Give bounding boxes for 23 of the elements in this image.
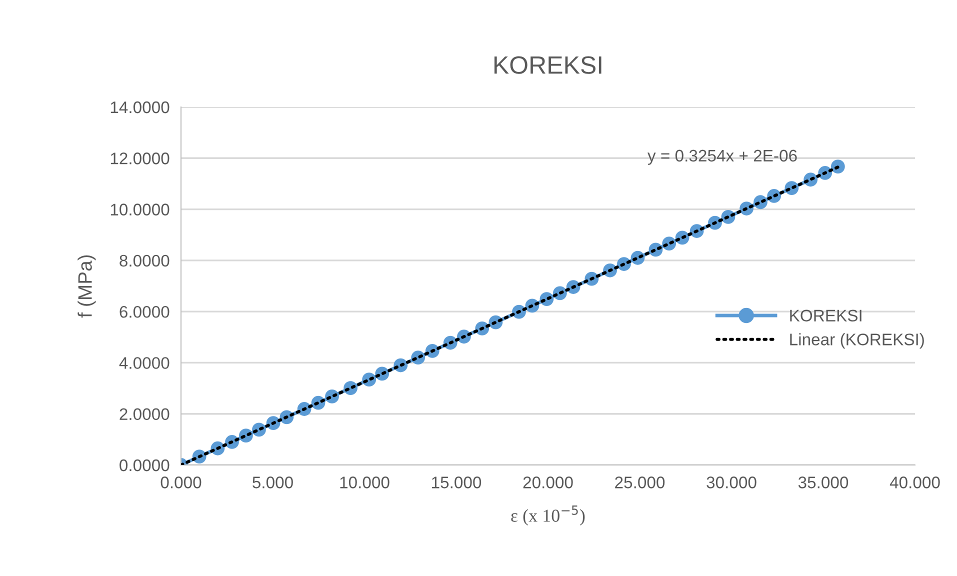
x-tick-label: 0.000 <box>160 476 202 488</box>
x-tick-label: 35.000 <box>798 476 848 488</box>
x-tick-label: 20.000 <box>523 476 573 488</box>
x-tick-label: 40.000 <box>890 476 940 488</box>
x-tick-label: 25.000 <box>615 476 665 488</box>
x-tick-label: 30.000 <box>706 476 756 488</box>
x-tick-label: 5.000 <box>252 476 293 488</box>
y-tick-label: 4.0000 <box>119 357 170 369</box>
x-tick-label: 10.000 <box>340 476 390 488</box>
y-tick-label: 12.0000 <box>110 152 170 164</box>
y-tick-label: 10.0000 <box>110 204 170 216</box>
x-axis-title: ε (x 10$^{−5}$) <box>511 506 585 526</box>
chart-title: KOREKSI <box>494 56 602 74</box>
y-tick-label: 2.0000 <box>120 408 170 420</box>
annotation: y = 0.3254x + 2E-06 <box>648 150 797 165</box>
y-tick-label: 14.0000 <box>110 101 170 114</box>
legend-label: Linear (KOREKSI) <box>790 333 924 349</box>
y-axis-title: f (MPa) <box>78 255 96 318</box>
y-tick-label: 8.0000 <box>120 254 170 267</box>
y-tick-label: 6.0000 <box>120 306 170 318</box>
legend-label: KOREKSI <box>790 310 862 322</box>
y-tick-label: 0.0000 <box>120 459 170 472</box>
x-tick-label: 15.000 <box>432 476 482 488</box>
